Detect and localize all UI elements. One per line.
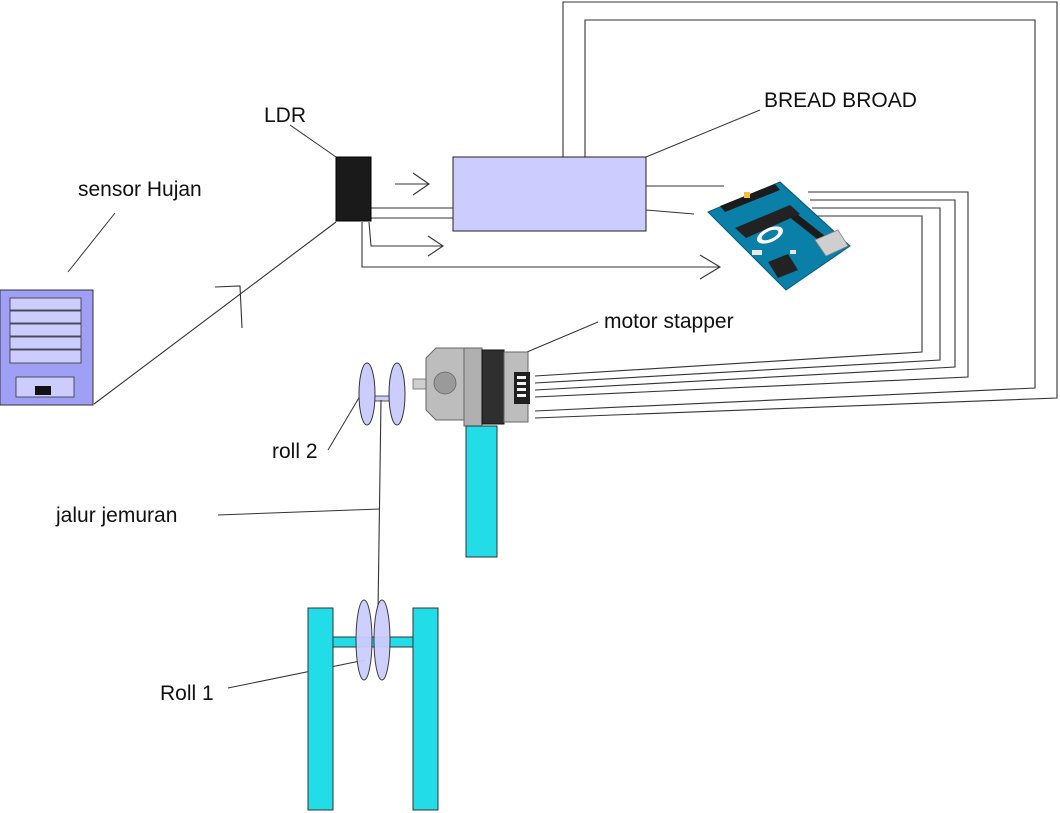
breadboard <box>452 156 647 232</box>
rain-sensor <box>0 289 94 406</box>
ldr-wires <box>361 172 722 280</box>
arduino-board <box>707 181 851 291</box>
rain-sensor-label: sensor Hujan <box>78 178 202 201</box>
stepper-motor <box>412 347 530 427</box>
roll-2 <box>358 362 406 426</box>
ldr-sensor <box>335 156 372 222</box>
roll-1-label: Roll 1 <box>160 682 214 705</box>
breadboard-label: BREAD BROAD <box>764 89 917 112</box>
breadboard-arduino-wires <box>645 185 724 215</box>
ldr-label: LDR <box>264 104 306 127</box>
leader-lines <box>67 109 761 689</box>
outer-loop-wires <box>534 1 1058 419</box>
roll-1 <box>355 599 391 681</box>
arduino-motor-wires <box>534 191 969 398</box>
roll-2-label: roll 2 <box>272 440 318 463</box>
clothesline-label: jalur jemuran <box>55 504 177 527</box>
roll-1-frame <box>307 607 439 811</box>
motor-stepper-label: motor stapper <box>604 310 734 333</box>
motor-support-post <box>465 425 498 558</box>
clothesline <box>377 399 382 613</box>
sensor-ldr-wire <box>93 221 337 405</box>
